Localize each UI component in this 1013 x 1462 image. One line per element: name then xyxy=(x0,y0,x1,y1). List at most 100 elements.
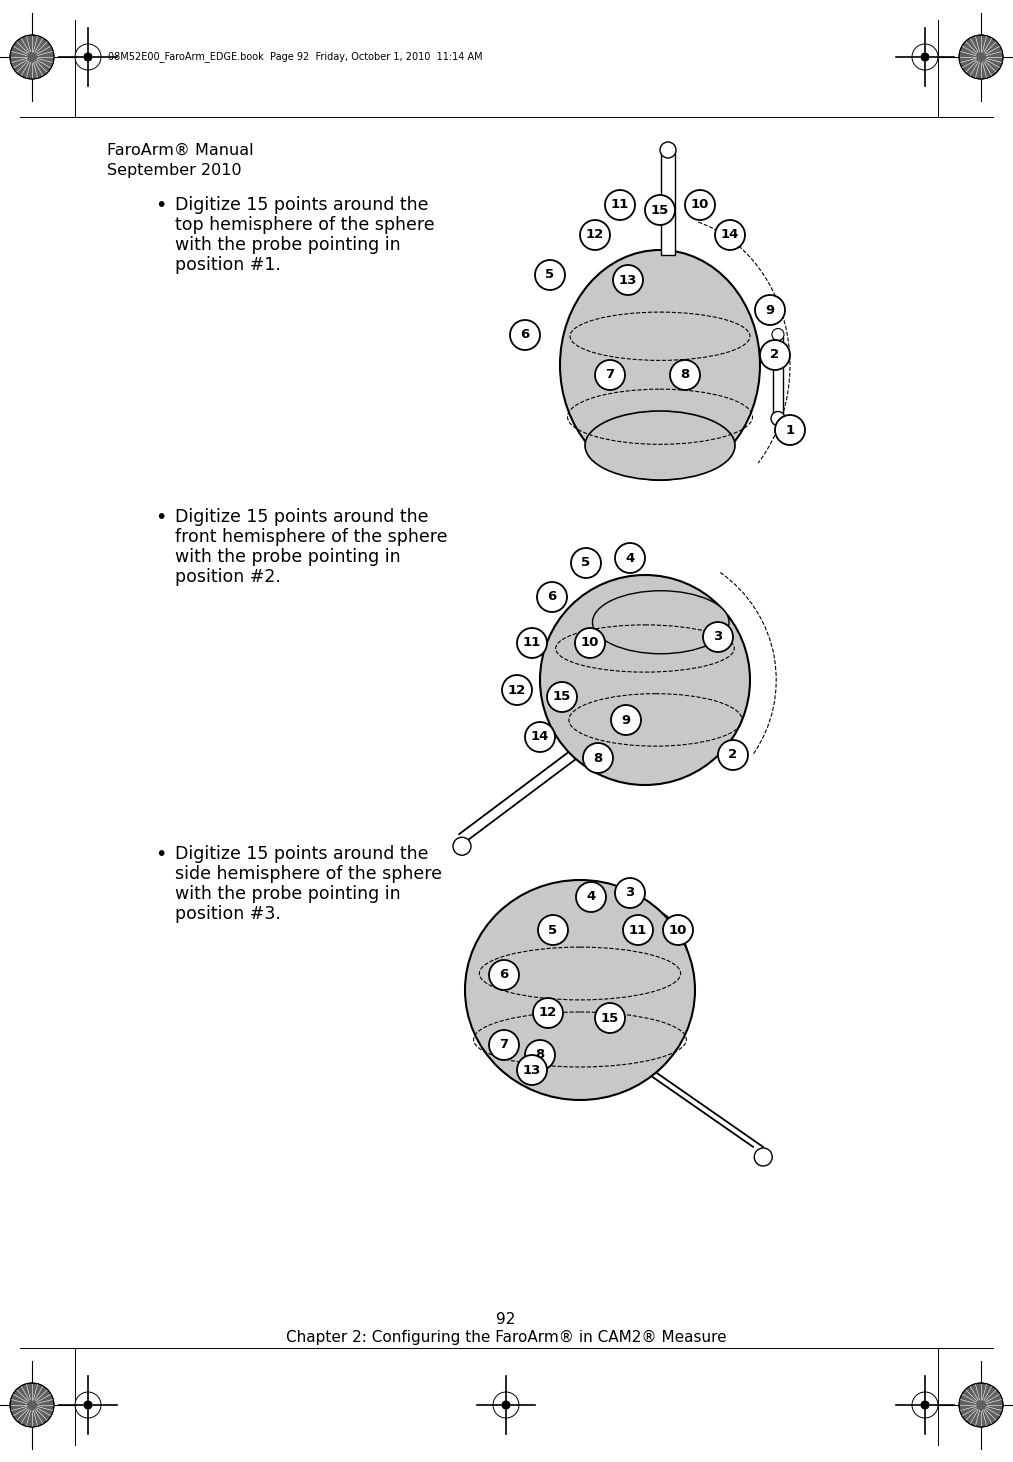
Bar xyxy=(773,336,783,417)
Circle shape xyxy=(575,629,605,658)
Circle shape xyxy=(615,879,645,908)
Circle shape xyxy=(75,44,101,70)
Text: position #3.: position #3. xyxy=(175,905,281,923)
Circle shape xyxy=(535,260,565,289)
Text: position #1.: position #1. xyxy=(175,256,281,273)
Text: 10: 10 xyxy=(669,924,687,937)
Text: 15: 15 xyxy=(601,1012,619,1025)
Text: with the probe pointing in: with the probe pointing in xyxy=(175,548,400,566)
Circle shape xyxy=(912,44,938,70)
Circle shape xyxy=(510,320,540,349)
Circle shape xyxy=(83,1401,92,1409)
Text: with the probe pointing in: with the probe pointing in xyxy=(175,885,400,904)
Circle shape xyxy=(533,999,563,1028)
Circle shape xyxy=(537,582,567,613)
Text: 5: 5 xyxy=(581,557,591,570)
Circle shape xyxy=(583,743,613,773)
Circle shape xyxy=(685,190,715,219)
Circle shape xyxy=(538,915,568,944)
Circle shape xyxy=(703,621,733,652)
Circle shape xyxy=(772,329,784,341)
Text: FaroArm® Manual: FaroArm® Manual xyxy=(107,143,253,158)
Circle shape xyxy=(921,1401,930,1409)
Bar xyxy=(661,151,675,254)
Circle shape xyxy=(489,1031,519,1060)
Text: •: • xyxy=(155,507,166,526)
Text: 2: 2 xyxy=(728,749,737,762)
Text: 3: 3 xyxy=(713,630,722,643)
Text: 12: 12 xyxy=(586,228,604,241)
Text: 4: 4 xyxy=(625,551,634,564)
Circle shape xyxy=(489,961,519,990)
Text: 8: 8 xyxy=(536,1048,545,1061)
Circle shape xyxy=(615,542,645,573)
Circle shape xyxy=(755,1148,772,1167)
Text: 15: 15 xyxy=(553,690,571,703)
Text: 6: 6 xyxy=(499,968,509,981)
Circle shape xyxy=(10,35,54,79)
Circle shape xyxy=(715,219,745,250)
Text: 11: 11 xyxy=(629,924,647,937)
Circle shape xyxy=(670,360,700,390)
Text: 12: 12 xyxy=(539,1006,557,1019)
Text: front hemisphere of the sphere: front hemisphere of the sphere xyxy=(175,528,448,545)
Text: 92: 92 xyxy=(496,1311,516,1327)
Text: 13: 13 xyxy=(619,273,637,287)
Text: 10: 10 xyxy=(580,636,599,649)
Circle shape xyxy=(595,1003,625,1034)
Text: 12: 12 xyxy=(508,684,526,696)
Text: 7: 7 xyxy=(606,368,615,382)
Circle shape xyxy=(760,341,790,370)
Ellipse shape xyxy=(540,575,750,785)
Circle shape xyxy=(959,35,1003,79)
Text: 10: 10 xyxy=(691,199,709,212)
Circle shape xyxy=(660,142,676,158)
Text: 15: 15 xyxy=(651,203,670,216)
Circle shape xyxy=(453,838,471,855)
Text: 9: 9 xyxy=(621,713,630,727)
Text: position #2.: position #2. xyxy=(175,569,281,586)
Circle shape xyxy=(547,681,577,712)
Circle shape xyxy=(613,265,643,295)
Circle shape xyxy=(501,1401,511,1409)
Circle shape xyxy=(83,53,92,61)
Ellipse shape xyxy=(598,908,689,1028)
Text: top hemisphere of the sphere: top hemisphere of the sphere xyxy=(175,216,435,234)
Circle shape xyxy=(755,295,785,325)
Text: 1: 1 xyxy=(785,424,794,437)
Text: 3: 3 xyxy=(625,886,634,899)
Circle shape xyxy=(921,53,930,61)
Text: 5: 5 xyxy=(548,924,557,937)
Circle shape xyxy=(576,882,606,912)
Circle shape xyxy=(718,740,748,770)
Circle shape xyxy=(611,705,641,735)
Circle shape xyxy=(623,915,653,944)
Text: Digitize 15 points around the: Digitize 15 points around the xyxy=(175,845,428,863)
Text: 11: 11 xyxy=(611,199,629,212)
Text: 14: 14 xyxy=(531,731,549,744)
Text: 13: 13 xyxy=(523,1063,541,1076)
Circle shape xyxy=(517,1056,547,1085)
Circle shape xyxy=(959,1383,1003,1427)
Text: Digitize 15 points around the: Digitize 15 points around the xyxy=(175,507,428,526)
Circle shape xyxy=(571,548,601,577)
Circle shape xyxy=(663,915,693,944)
Ellipse shape xyxy=(560,250,760,480)
Circle shape xyxy=(595,360,625,390)
Text: September 2010: September 2010 xyxy=(107,162,242,178)
Ellipse shape xyxy=(593,591,729,654)
Circle shape xyxy=(493,1392,519,1418)
Circle shape xyxy=(525,1039,555,1070)
Circle shape xyxy=(517,629,547,658)
Circle shape xyxy=(75,1392,101,1418)
Text: 8: 8 xyxy=(594,751,603,765)
Circle shape xyxy=(912,1392,938,1418)
Text: 8: 8 xyxy=(681,368,690,382)
Circle shape xyxy=(10,1383,54,1427)
Ellipse shape xyxy=(465,880,695,1099)
Text: •: • xyxy=(155,196,166,215)
Text: 5: 5 xyxy=(545,269,554,282)
Text: •: • xyxy=(155,845,166,864)
Circle shape xyxy=(580,219,610,250)
Circle shape xyxy=(502,675,532,705)
